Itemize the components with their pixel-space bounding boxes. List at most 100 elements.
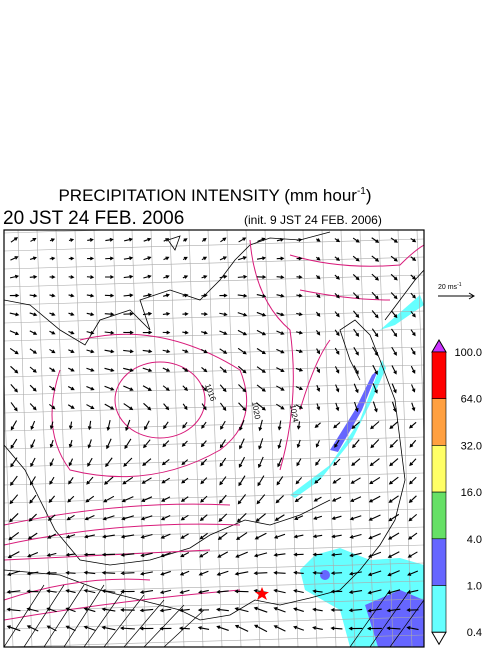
wind-arrow [140, 533, 153, 539]
wind-arrow [67, 495, 75, 503]
title-end: ) [366, 186, 372, 205]
wind-arrow [101, 625, 116, 631]
wind-arrow [86, 367, 95, 372]
wind-arrow [296, 330, 303, 335]
wind-arrow [369, 476, 381, 485]
wind-arrow [273, 588, 286, 594]
wind-arrow [182, 403, 188, 411]
grid-line [4, 256, 424, 270]
grid-line [4, 230, 120, 234]
wind-arrow [83, 625, 96, 631]
wind-arrow [353, 365, 359, 375]
wind-arrow [49, 275, 56, 279]
wind-arrow [386, 608, 401, 613]
wind-arrow [316, 384, 321, 392]
wind-arrow [179, 608, 190, 613]
wind-arrow [86, 385, 95, 391]
wind-arrow [273, 570, 286, 575]
wind-arrow [101, 552, 116, 557]
wind-arrow [333, 421, 341, 429]
wind-arrow [101, 607, 116, 612]
wind-arrow [239, 419, 245, 431]
wind-arrow [86, 330, 95, 335]
wind-arrow [368, 495, 381, 503]
wind-arrow [104, 330, 115, 335]
wind-arrow [219, 330, 228, 335]
wind-arrow [68, 238, 75, 242]
wind-arrow [315, 458, 321, 466]
colorbar-label: 16.0 [461, 487, 482, 499]
wind-arrow [331, 534, 342, 539]
isobar [299, 289, 391, 411]
coast-japan [4, 319, 406, 621]
wind-arrow [49, 403, 56, 410]
wind-arrow [352, 255, 360, 262]
wind-arrow [83, 607, 96, 613]
wind-arrow [162, 367, 171, 372]
grid-line [4, 346, 424, 360]
wind-arrow [296, 256, 303, 261]
wind-arrow [86, 293, 95, 298]
wind-arrow [9, 494, 19, 505]
wind-arrow [239, 438, 245, 450]
coastline [4, 231, 424, 621]
wind-arrow [219, 256, 228, 261]
wind-arrow [10, 365, 19, 374]
wind-arrow [83, 570, 96, 575]
wind-arrow [6, 607, 21, 612]
wind-arrow [334, 256, 341, 261]
wind-arrow [276, 476, 284, 486]
wind-arrow [143, 256, 152, 261]
wind-arrow [312, 570, 323, 575]
wind-arrow [143, 439, 151, 449]
wind-arrow [68, 458, 74, 467]
wind-arrow [273, 625, 286, 632]
wind-arrow [143, 274, 152, 279]
wind-arrow [83, 589, 96, 594]
wind-arrow [49, 385, 56, 391]
title-main: PRECIPITATION INTENSITY (mm hour [58, 186, 357, 205]
wind-arrow [295, 477, 303, 485]
wind-arrow [161, 458, 170, 466]
wind-arrow [162, 330, 171, 335]
grid-line [4, 400, 424, 414]
grid-line [17, 230, 33, 647]
wind-arrow [10, 256, 19, 261]
wind-arrow [350, 496, 362, 502]
wind-arrow [200, 440, 207, 448]
wind-arrow [410, 347, 416, 356]
wind-arrow [139, 608, 154, 613]
wind-arrow [216, 570, 229, 576]
wind-arrow [139, 590, 154, 594]
wind-arrow [101, 570, 116, 575]
wind-arrow [87, 238, 94, 242]
wind-arrow [123, 311, 134, 316]
wind-arrow [29, 293, 38, 298]
wind-arrow [276, 385, 285, 391]
grid-line [4, 490, 424, 504]
wind-arrow [354, 401, 359, 413]
wind-arrow [30, 237, 37, 242]
wind-arrow [408, 495, 417, 503]
wind-arrow [237, 365, 247, 374]
wind-arrow [123, 367, 134, 372]
wind-arrow [316, 329, 321, 336]
grid-line [264, 230, 280, 647]
wind-arrow [334, 329, 340, 337]
wind-arrow [179, 570, 190, 576]
wind-arrow [253, 624, 268, 633]
wind-arrow [7, 551, 20, 558]
wind-arrow [27, 532, 38, 540]
wind-arrow [312, 552, 323, 557]
wind-arrow [371, 310, 379, 319]
wind-arrow [330, 608, 343, 612]
wind-arrow [49, 367, 56, 372]
grid-line [4, 364, 424, 378]
grid-line [4, 472, 424, 486]
wind-reference-arrow [438, 292, 475, 300]
wind-arrow [388, 495, 399, 503]
wind-arrow [68, 312, 75, 316]
wind-arrow [159, 608, 172, 613]
grid-line [4, 328, 424, 342]
wind-arrow [257, 475, 265, 487]
